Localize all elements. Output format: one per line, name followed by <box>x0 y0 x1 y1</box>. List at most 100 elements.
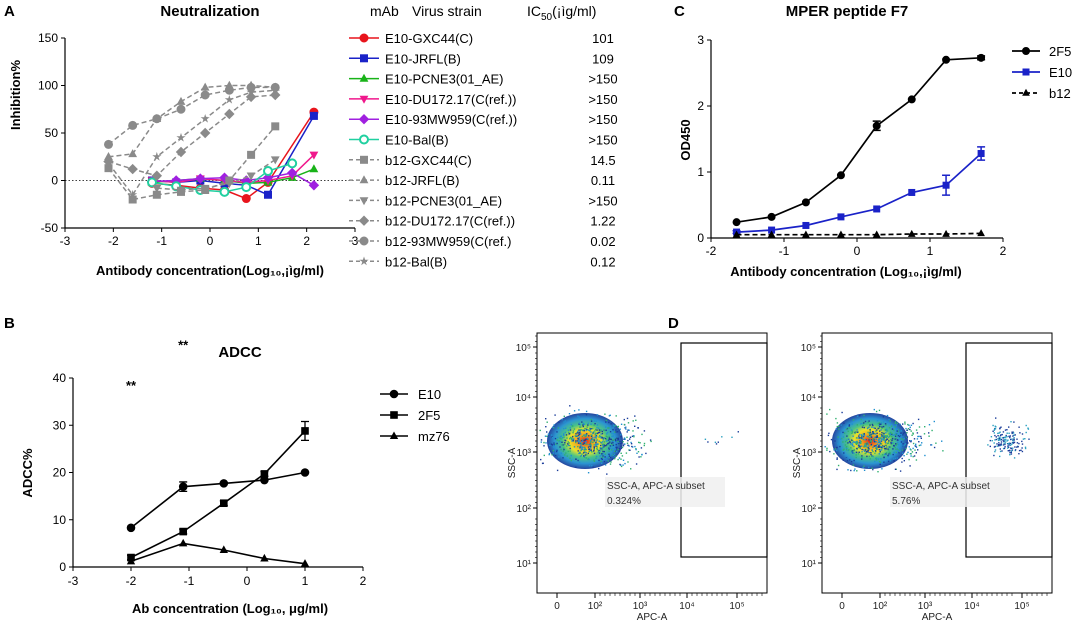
panel-b-legend-entry: E10 <box>380 387 441 402</box>
panel-c-data-point <box>977 53 986 62</box>
panel-a-data-point <box>247 150 256 159</box>
panel-c-legend-label: b12 <box>1049 86 1071 101</box>
panel-a-data-point <box>103 158 114 168</box>
panel-c-data-point <box>802 221 810 229</box>
panel-b-xtick: 0 <box>244 574 251 588</box>
panel-c-data-point <box>732 230 741 238</box>
panel-c-data-point <box>768 226 776 234</box>
panel-a-xtick: 3 <box>352 234 359 248</box>
panel-b-legend-entry: mz76 <box>380 429 450 444</box>
panel-b-legend-marker <box>389 431 399 440</box>
panel-a-legend-marker <box>360 54 368 63</box>
panel-b-data-point <box>126 523 136 533</box>
panel-a-data-point <box>152 151 162 161</box>
panel-b-xtick: -2 <box>126 574 137 588</box>
panel-a-series <box>104 82 280 149</box>
panel-a-data-point <box>241 194 251 204</box>
panel-a-data-point <box>104 151 113 160</box>
panel-b-series <box>126 468 310 533</box>
panel-a-legend-entry: E10-JRFL(B) 109 <box>349 51 614 66</box>
panel-b-legend-entry: 2F5 <box>380 408 440 423</box>
panel-a-legend-label: b12-93MW959(C(ref.) <box>385 234 511 249</box>
panel-a-series-line <box>107 125 276 201</box>
panel-b-data-point <box>219 479 229 488</box>
panel-a-legend-entry: E10-PCNE3(01_AE) >150 <box>349 72 618 87</box>
panel-a-data-point <box>270 156 280 165</box>
panel-b-xtick: 1 <box>302 574 309 588</box>
flow-ytick: 10² <box>517 504 532 515</box>
panel-a-data-point <box>195 173 206 184</box>
panel-c-series-line <box>736 152 982 233</box>
panel-c-ylabel: OD450 <box>678 119 693 160</box>
panel-c-data-point <box>873 205 881 213</box>
panel-a-legend-ic50: 109 <box>592 51 614 66</box>
panel-c-legend-label: 2F5 <box>1049 44 1071 59</box>
panel-a-legend-entry: b12-DU172.17(C(ref.)) 1.22 <box>349 214 616 229</box>
panel-a-data-point <box>104 139 113 149</box>
panel-a-legend-ic50: >150 <box>588 72 617 87</box>
panel-a-data-point <box>286 167 298 179</box>
panel-c-legend-marker <box>1022 88 1030 96</box>
panel-a-data-point <box>152 114 162 124</box>
panel-a-legend-entry: E10-DU172.17(C(ref.)) >150 <box>349 92 618 107</box>
panel-b-data-point <box>220 499 228 508</box>
flow-gate-label: SSC-A, APC-A subset <box>892 481 990 492</box>
panel-a-ytick: -50 <box>41 221 59 235</box>
panel-c-ytick: 0 <box>697 231 704 245</box>
panel-c-legend-label: E10 <box>1049 65 1072 80</box>
panel-a-xtick: 0 <box>207 234 214 248</box>
panel-b-xtick: 2 <box>360 574 367 588</box>
flow-xtick: 10⁴ <box>964 601 979 612</box>
panel-c-xtick: 0 <box>854 244 861 258</box>
panel-c-ytick: 2 <box>697 99 704 113</box>
flow-ytick: 10¹ <box>517 559 532 570</box>
flow-ytick: 10⁴ <box>801 393 816 404</box>
panel-a-data-point <box>309 111 318 120</box>
panel-b-data-point <box>178 482 188 491</box>
panel-b-legend-marker <box>389 389 399 399</box>
panel-a-legend-ic50: 0.02 <box>590 234 615 249</box>
flow-xtick: 0 <box>554 601 560 612</box>
panel-a-title: Neutralization <box>160 3 259 20</box>
flow-xtick: 10² <box>873 601 888 612</box>
panel-b-legend-label: E10 <box>418 387 441 402</box>
panel-c-data-point <box>836 171 845 180</box>
panel-b-ytick: 10 <box>53 513 67 527</box>
panel-a-data-point <box>147 177 157 188</box>
panel-c-ytick: 1 <box>697 165 704 179</box>
panel-c-series-line <box>736 232 982 236</box>
panel-a-legend-entry: E10-93MW959(C(ref.)) >150 <box>349 112 618 127</box>
panel-b-title: ADCC <box>218 344 261 361</box>
panel-a-data-point <box>152 184 162 193</box>
panel-c-data-point <box>977 150 985 158</box>
flow-xtick: 10⁵ <box>1014 601 1029 612</box>
panel-a-data-point <box>176 132 186 142</box>
panel-a-series-line <box>151 154 315 184</box>
panel-a-data-point <box>151 170 163 181</box>
panel-b-data-point <box>300 468 310 477</box>
panel-a-ytick: 150 <box>38 31 58 45</box>
panel-b-series-line <box>130 471 306 529</box>
panel-c-xtick: -1 <box>779 244 790 258</box>
panel-d: D SSC-A APC-A 10¹ 10² 10³ 10⁴ 10⁵ 0 10² 10³ 10⁴ 10⁵… <box>507 315 1053 623</box>
panel-a-data-point <box>175 146 187 158</box>
panel-c-data-point <box>907 229 916 237</box>
panel-b-data-point <box>126 556 136 565</box>
panel-c-data-point <box>942 55 951 64</box>
legend-header-ic50: IC50(¡ìg/ml) <box>527 3 596 23</box>
flow-xlabel: APC-A <box>922 612 953 623</box>
panel-a-legend-ic50: 0.11 <box>591 173 615 188</box>
panel-a-data-point <box>200 90 210 100</box>
panel-a-legend-entry: b12-PCNE3(01_AE) >150 <box>349 193 618 208</box>
flow-events <box>539 405 739 475</box>
panel-b-series-line <box>130 430 306 559</box>
panel-b-data-point <box>179 538 188 547</box>
panel-c-data-point <box>837 230 845 238</box>
panel-a: A Neutralization Inhibition% Antibody co… <box>4 3 618 278</box>
panel-a-xtick: -3 <box>60 234 71 248</box>
panel-a-legend-label: b12-DU172.17(C(ref.)) <box>385 214 515 229</box>
panel-a-legend-entry: b12-GXC44(C) 14.5 <box>349 153 616 168</box>
flow-gate <box>965 342 1053 558</box>
panel-a-data-point <box>128 149 138 158</box>
